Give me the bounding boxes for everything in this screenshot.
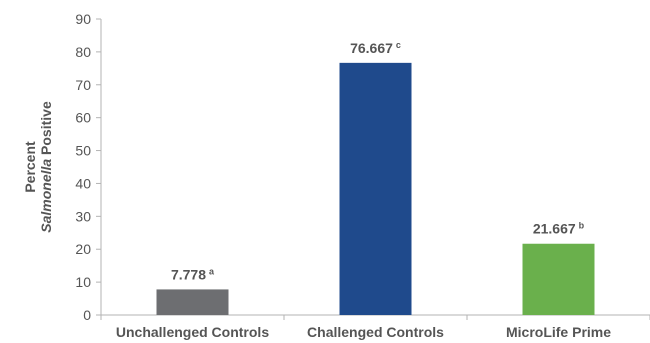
y-tick-label: 20 xyxy=(75,241,91,257)
bar xyxy=(339,62,412,315)
y-axis-label: Percent Salmonella Positive xyxy=(22,101,54,233)
category-labels: Unchallenged Controls Challenged Controls… xyxy=(116,324,611,340)
bars xyxy=(156,62,595,315)
y-tick-label: 50 xyxy=(75,143,91,159)
category-label: Challenged Controls xyxy=(307,324,444,340)
y-tick-label: 70 xyxy=(75,77,91,93)
y-tick-label: 10 xyxy=(75,274,91,290)
y-tick-label: 80 xyxy=(75,44,91,60)
y-tick-label: 90 xyxy=(75,11,91,27)
data-label: 76.667 c xyxy=(350,40,401,56)
y-axis-label-group: Percent Salmonella Positive xyxy=(22,101,54,233)
y-ticks: 0 10 20 30 40 50 60 70 80 90 xyxy=(75,11,101,323)
data-labels: 7.778 a 76.667 c 21.667 b xyxy=(171,40,585,283)
data-label: 7.778 a xyxy=(171,266,215,282)
y-tick-label: 0 xyxy=(83,307,91,323)
bar xyxy=(522,243,595,315)
y-tick-label: 30 xyxy=(75,208,91,224)
y-axis-label-line2: Salmonella Positive xyxy=(38,101,54,233)
y-tick-label: 60 xyxy=(75,110,91,126)
data-label: 21.667 b xyxy=(533,221,585,237)
category-label: Unchallenged Controls xyxy=(116,324,269,340)
y-tick-label: 40 xyxy=(75,175,91,191)
category-label: MicroLife Prime xyxy=(506,324,611,340)
y-axis-label-line1: Percent xyxy=(22,141,38,193)
bar xyxy=(156,289,229,315)
